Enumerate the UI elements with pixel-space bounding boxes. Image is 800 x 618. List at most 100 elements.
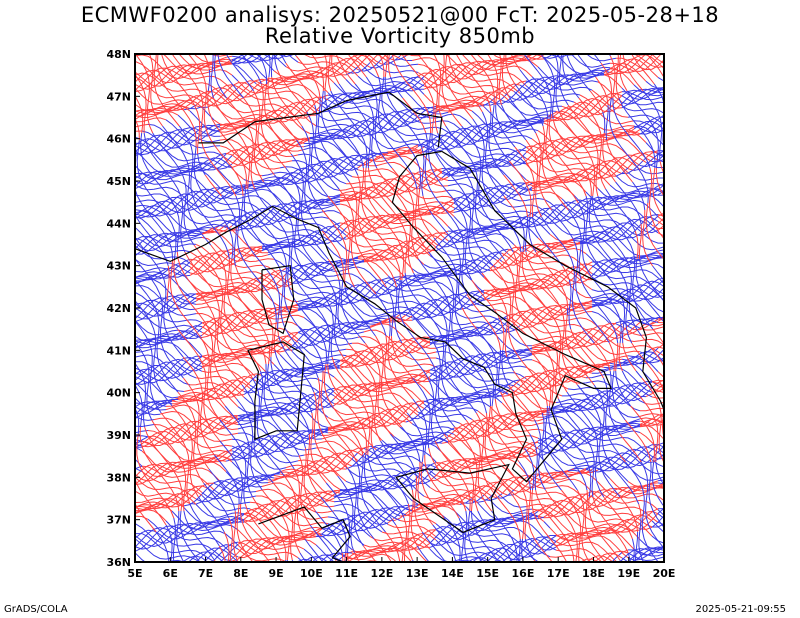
positive-vorticity-contour bbox=[477, 410, 551, 431]
positive-vorticity-contour bbox=[323, 54, 328, 92]
negative-vorticity-contour bbox=[585, 195, 626, 344]
negative-vorticity-contour bbox=[147, 123, 221, 146]
negative-vorticity-contour bbox=[337, 279, 349, 344]
negative-vorticity-contour bbox=[34, 77, 51, 140]
negative-vorticity-contour bbox=[716, 420, 718, 455]
positive-vorticity-contour bbox=[512, 251, 555, 407]
negative-vorticity-contour bbox=[585, 461, 629, 482]
positive-vorticity-contour bbox=[500, 391, 531, 435]
positive-vorticity-contour bbox=[20, 154, 77, 315]
negative-vorticity-contour bbox=[728, 49, 731, 56]
negative-vorticity-contour bbox=[404, 272, 467, 421]
positive-vorticity-contour bbox=[381, 54, 545, 71]
negative-vorticity-contour bbox=[135, 236, 184, 358]
negative-vorticity-contour bbox=[756, 539, 768, 567]
negative-vorticity-contour bbox=[532, 216, 564, 267]
negative-vorticity-contour bbox=[501, 496, 527, 508]
positive-vorticity-contour bbox=[720, 119, 728, 168]
positive-vorticity-contour bbox=[578, 97, 607, 190]
positive-vorticity-contour bbox=[399, 485, 503, 517]
positive-vorticity-contour bbox=[555, 541, 617, 562]
positive-vorticity-contour bbox=[737, 448, 764, 539]
positive-vorticity-contour bbox=[213, 226, 239, 232]
positive-vorticity-contour bbox=[652, 579, 664, 587]
positive-vorticity-contour bbox=[489, 302, 593, 325]
positive-vorticity-contour bbox=[147, 418, 239, 445]
positive-vorticity-contour bbox=[226, 97, 256, 190]
positive-vorticity-contour bbox=[518, 251, 559, 400]
positive-vorticity-contour bbox=[420, 461, 445, 519]
negative-vorticity-contour bbox=[297, 328, 353, 346]
negative-vorticity-contour bbox=[796, 518, 800, 567]
positive-vorticity-contour bbox=[743, 280, 745, 308]
y-tick-label: 42N bbox=[106, 302, 131, 315]
positive-vorticity-contour bbox=[555, 529, 635, 550]
negative-vorticity-contour bbox=[570, 54, 611, 68]
map-title-line-2: Relative Vorticity 850mb bbox=[264, 24, 536, 48]
positive-vorticity-contour bbox=[495, 304, 593, 328]
positive-vorticity-contour bbox=[790, 49, 800, 112]
negative-vorticity-contour bbox=[534, 419, 546, 491]
positive-vorticity-contour bbox=[755, 56, 784, 147]
negative-vorticity-contour bbox=[214, 454, 240, 505]
positive-vorticity-contour bbox=[544, 489, 578, 562]
positive-vorticity-contour bbox=[640, 24, 664, 31]
negative-vorticity-contour bbox=[385, 286, 395, 337]
positive-vorticity-contour bbox=[346, 532, 437, 562]
negative-vorticity-contour bbox=[135, 424, 155, 428]
negative-vorticity-contour bbox=[231, 445, 287, 470]
positive-vorticity-contour bbox=[135, 123, 149, 128]
negative-vorticity-contour bbox=[261, 229, 353, 254]
positive-vorticity-contour bbox=[62, 133, 111, 259]
positive-vorticity-contour bbox=[347, 54, 367, 78]
negative-vorticity-contour bbox=[558, 54, 569, 106]
positive-vorticity-contour bbox=[651, 396, 664, 399]
positive-vorticity-contour bbox=[608, 342, 616, 372]
positive-vorticity-contour bbox=[501, 375, 563, 397]
positive-vorticity-contour bbox=[351, 54, 371, 68]
negative-vorticity-contour bbox=[447, 234, 509, 255]
negative-vorticity-contour bbox=[573, 215, 659, 242]
x-tick-label: 12E bbox=[370, 567, 393, 580]
positive-vorticity-contour bbox=[521, 251, 568, 393]
positive-vorticity-contour bbox=[347, 552, 350, 562]
positive-vorticity-contour bbox=[606, 139, 633, 183]
positive-vorticity-contour bbox=[696, 546, 701, 567]
positive-vorticity-contour bbox=[444, 54, 474, 120]
positive-vorticity-contour bbox=[723, 378, 725, 406]
positive-vorticity-contour bbox=[634, 230, 639, 260]
positive-vorticity-contour bbox=[552, 118, 592, 197]
positive-vorticity-contour bbox=[461, 307, 477, 330]
positive-vorticity-contour bbox=[369, 323, 431, 349]
negative-vorticity-contour bbox=[135, 406, 161, 416]
negative-vorticity-contour bbox=[635, 370, 643, 379]
negative-vorticity-contour bbox=[377, 76, 418, 190]
negative-vorticity-contour bbox=[207, 69, 211, 92]
negative-vorticity-contour bbox=[447, 182, 527, 204]
negative-vorticity-contour bbox=[347, 468, 364, 547]
negative-vorticity-contour bbox=[389, 76, 404, 99]
positive-vorticity-contour bbox=[135, 509, 167, 522]
negative-vorticity-contour bbox=[291, 260, 365, 285]
negative-vorticity-contour bbox=[726, 399, 748, 441]
negative-vorticity-contour bbox=[651, 520, 664, 533]
positive-vorticity-contour bbox=[339, 182, 455, 209]
negative-vorticity-contour bbox=[399, 426, 449, 437]
positive-vorticity-contour bbox=[293, 468, 306, 540]
negative-vorticity-contour bbox=[501, 349, 510, 386]
negative-vorticity-contour bbox=[429, 353, 532, 380]
positive-vorticity-contour bbox=[141, 423, 233, 448]
negative-vorticity-contour bbox=[467, 510, 483, 562]
negative-vorticity-contour bbox=[280, 54, 287, 64]
positive-vorticity-contour bbox=[531, 185, 575, 196]
negative-vorticity-contour bbox=[615, 167, 629, 177]
negative-vorticity-contour bbox=[424, 132, 468, 295]
negative-vorticity-contour bbox=[429, 357, 527, 382]
negative-vorticity-contour bbox=[240, 195, 281, 330]
negative-vorticity-contour bbox=[579, 226, 664, 251]
positive-vorticity-contour bbox=[732, 525, 745, 546]
positive-vorticity-contour bbox=[341, 552, 344, 562]
negative-vorticity-contour bbox=[465, 506, 545, 527]
negative-vorticity-contour bbox=[135, 131, 221, 156]
positive-vorticity-contour bbox=[201, 314, 299, 340]
